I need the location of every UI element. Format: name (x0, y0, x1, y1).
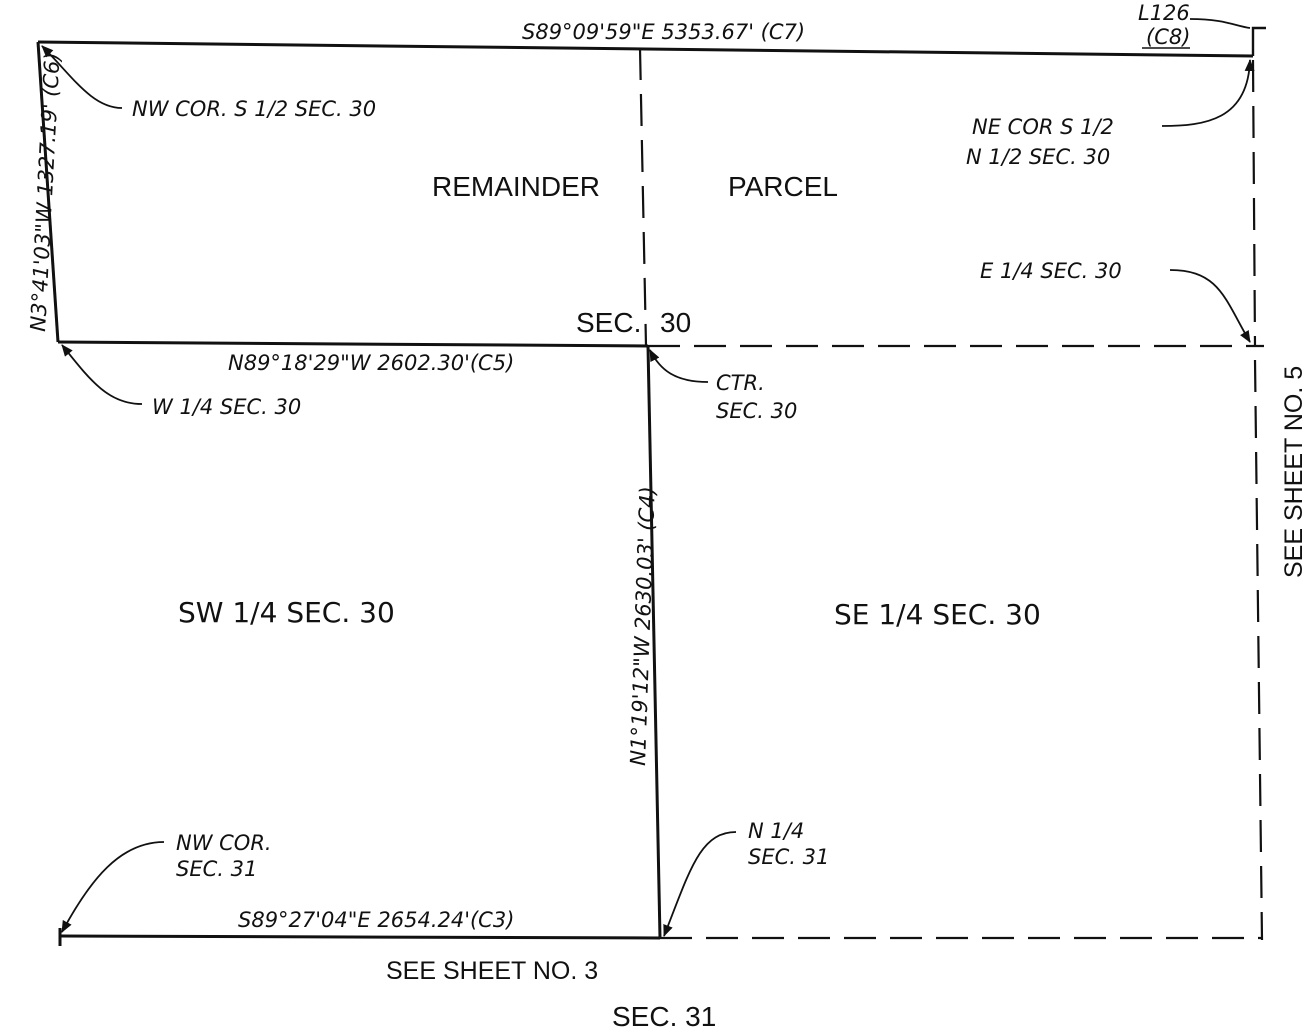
n-quarter-sec-label: SEC. 31 (748, 845, 829, 869)
west-bearing: N3°41'03"W 1327.19' (C6) (26, 52, 65, 332)
sec30-midline-dashed (638, 47, 648, 347)
l126-label: L126 (1138, 1, 1190, 25)
parcel-label: PARCEL (728, 171, 838, 202)
north-boundary-line (37, 40, 1254, 58)
nw-cor-sec31-sec-label: SEC. 31 (176, 857, 257, 881)
ne-cor-s-half-label: NE COR S 1/2 (972, 115, 1114, 139)
ctr-label: CTR. (716, 371, 765, 395)
w-quarter-label: W 1/4 SEC. 30 (152, 395, 301, 419)
west-boundary-line (36, 41, 60, 343)
ne-cor-leader (1161, 59, 1255, 127)
c8-label: (C8) (1146, 25, 1190, 49)
sec31-label: SEC. 31 (612, 1001, 716, 1032)
sw-quarter-label: SW 1/4 SEC. 30 (178, 596, 395, 629)
east-boundary-upper-dashed (1251, 59, 1257, 347)
south-bearing: S89°27'04"E 2654.24'(C3) (238, 908, 514, 932)
se-quarter-label: SE 1/4 SEC. 30 (834, 598, 1041, 631)
center-boundary-line (646, 345, 662, 939)
nw-cor-s-half-label: NW COR. S 1/2 SEC. 30 (132, 97, 376, 121)
e-quarter-leader (1169, 269, 1251, 343)
ne-cor-n-half-label: N 1/2 SEC. 30 (966, 145, 1110, 169)
n-quarter-leader (663, 831, 737, 937)
remainder-label: REMAINDER (432, 171, 600, 202)
ne-corner-tick (1251, 26, 1266, 56)
nw-sec31-leader (61, 841, 165, 933)
south-boundary-line (59, 934, 661, 940)
mid-bearing: N89°18'29"W 2602.30'(C5) (228, 351, 514, 375)
sec30-left-label: SEC. (576, 307, 641, 338)
sec30-right-label: 30 (660, 307, 691, 338)
north-bearing: S89°09'59"E 5353.67' (C7) (522, 20, 805, 44)
l126-leader (1189, 18, 1251, 29)
w-quarter-leader (61, 344, 143, 405)
e-quarter-label: E 1/4 SEC. 30 (980, 259, 1122, 283)
nw-cor-sec31-label: NW COR. (176, 831, 272, 855)
mid-boundary-line (57, 340, 649, 348)
n-quarter-label: N 1/4 (748, 819, 804, 843)
see-sheet-3-label: SEE SHEET NO. 3 (386, 957, 598, 985)
ctr-leader (649, 349, 709, 383)
nw-cor-leader (41, 45, 123, 109)
ctr-sec-label: SEC. 30 (716, 399, 797, 423)
east-boundary-lower-dashed (1253, 359, 1264, 941)
see-sheet-5-label: SEE SHEET NO. 5 (1280, 366, 1308, 578)
